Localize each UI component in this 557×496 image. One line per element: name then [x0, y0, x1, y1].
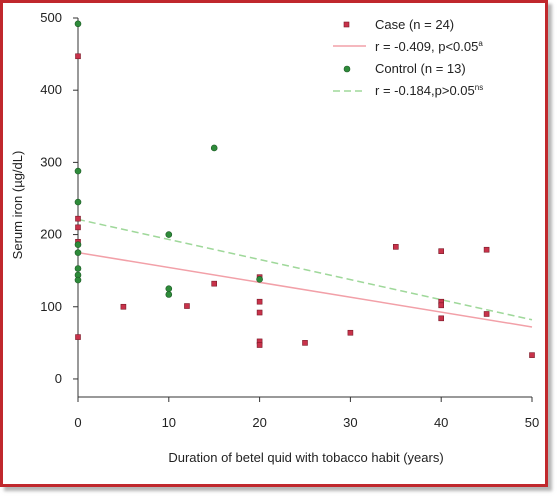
x-tick-label: 40	[434, 415, 448, 430]
legend: Case (n = 24) r = -0.409, p<0.05a Contro…	[333, 17, 483, 98]
control-point	[74, 249, 82, 256]
case-regression-line	[77, 251, 533, 328]
control-point	[165, 291, 173, 298]
case-point	[75, 215, 81, 222]
control-point	[210, 144, 218, 152]
case-point	[75, 224, 81, 231]
y-ticks: 0 100 200 300 400 500	[40, 10, 78, 386]
legend-case-regression-superscript: a	[478, 39, 483, 48]
legend-case-regression-text: r = -0.409, p<0.05	[375, 39, 478, 54]
x-axis-title: Duration of betel quid with tobacco habi…	[168, 450, 443, 465]
control-point	[74, 167, 82, 175]
case-point	[184, 303, 190, 309]
case-point	[75, 334, 81, 340]
control-point	[74, 265, 82, 272]
y-tick-label: 300	[40, 154, 62, 169]
y-tick-label: 500	[40, 10, 62, 25]
legend-control-marker	[343, 65, 351, 73]
control-point	[74, 20, 82, 28]
case-point	[75, 53, 81, 60]
case-point	[256, 342, 263, 348]
x-tick-label: 30	[343, 415, 357, 430]
x-tick-label: 0	[74, 415, 81, 430]
figure-frame	[0, 0, 548, 487]
legend-control-label: Control (n = 13)	[375, 61, 466, 76]
case-point	[529, 352, 535, 358]
y-axis-title: Serum iron (µg/dL)	[10, 151, 25, 260]
case-point	[211, 280, 217, 287]
legend-case-regression-label: r = -0.409, p<0.05a	[375, 39, 483, 54]
control-point	[74, 198, 82, 206]
control-point	[74, 276, 82, 284]
y-tick-label: 100	[40, 299, 62, 314]
case-point	[438, 315, 445, 322]
x-tick-label: 10	[162, 415, 176, 430]
case-point	[483, 311, 490, 317]
case-point	[256, 309, 263, 316]
control-regression-line	[77, 218, 533, 321]
x-tick-label: 20	[252, 415, 266, 430]
control-point	[165, 285, 173, 293]
case-point	[347, 329, 354, 336]
legend-control-regression-label: r = -0.184,p>0.05ns	[375, 83, 483, 98]
x-ticks: 0 10 20 30 40 50	[74, 397, 539, 430]
case-point	[438, 248, 445, 254]
control-point	[74, 241, 82, 248]
y-tick-label: 200	[40, 227, 62, 242]
x-tick-label: 50	[525, 415, 539, 430]
case-point	[392, 244, 399, 250]
y-tick-label: 0	[55, 371, 62, 386]
case-point	[483, 246, 490, 253]
case-point	[256, 298, 263, 305]
control-point	[256, 276, 263, 283]
case-point	[120, 303, 127, 310]
legend-case-marker	[343, 21, 350, 28]
legend-case-label: Case (n = 24)	[375, 17, 454, 32]
legend-control-regression-superscript: ns	[475, 83, 483, 92]
case-point	[302, 340, 308, 346]
case-point	[438, 302, 445, 309]
data-points	[74, 20, 535, 358]
axes	[77, 18, 532, 398]
control-point	[165, 231, 173, 238]
y-tick-label: 400	[40, 82, 62, 97]
regression-lines	[77, 218, 533, 328]
legend-control-regression-text: r = -0.184,p>0.05	[375, 83, 475, 98]
